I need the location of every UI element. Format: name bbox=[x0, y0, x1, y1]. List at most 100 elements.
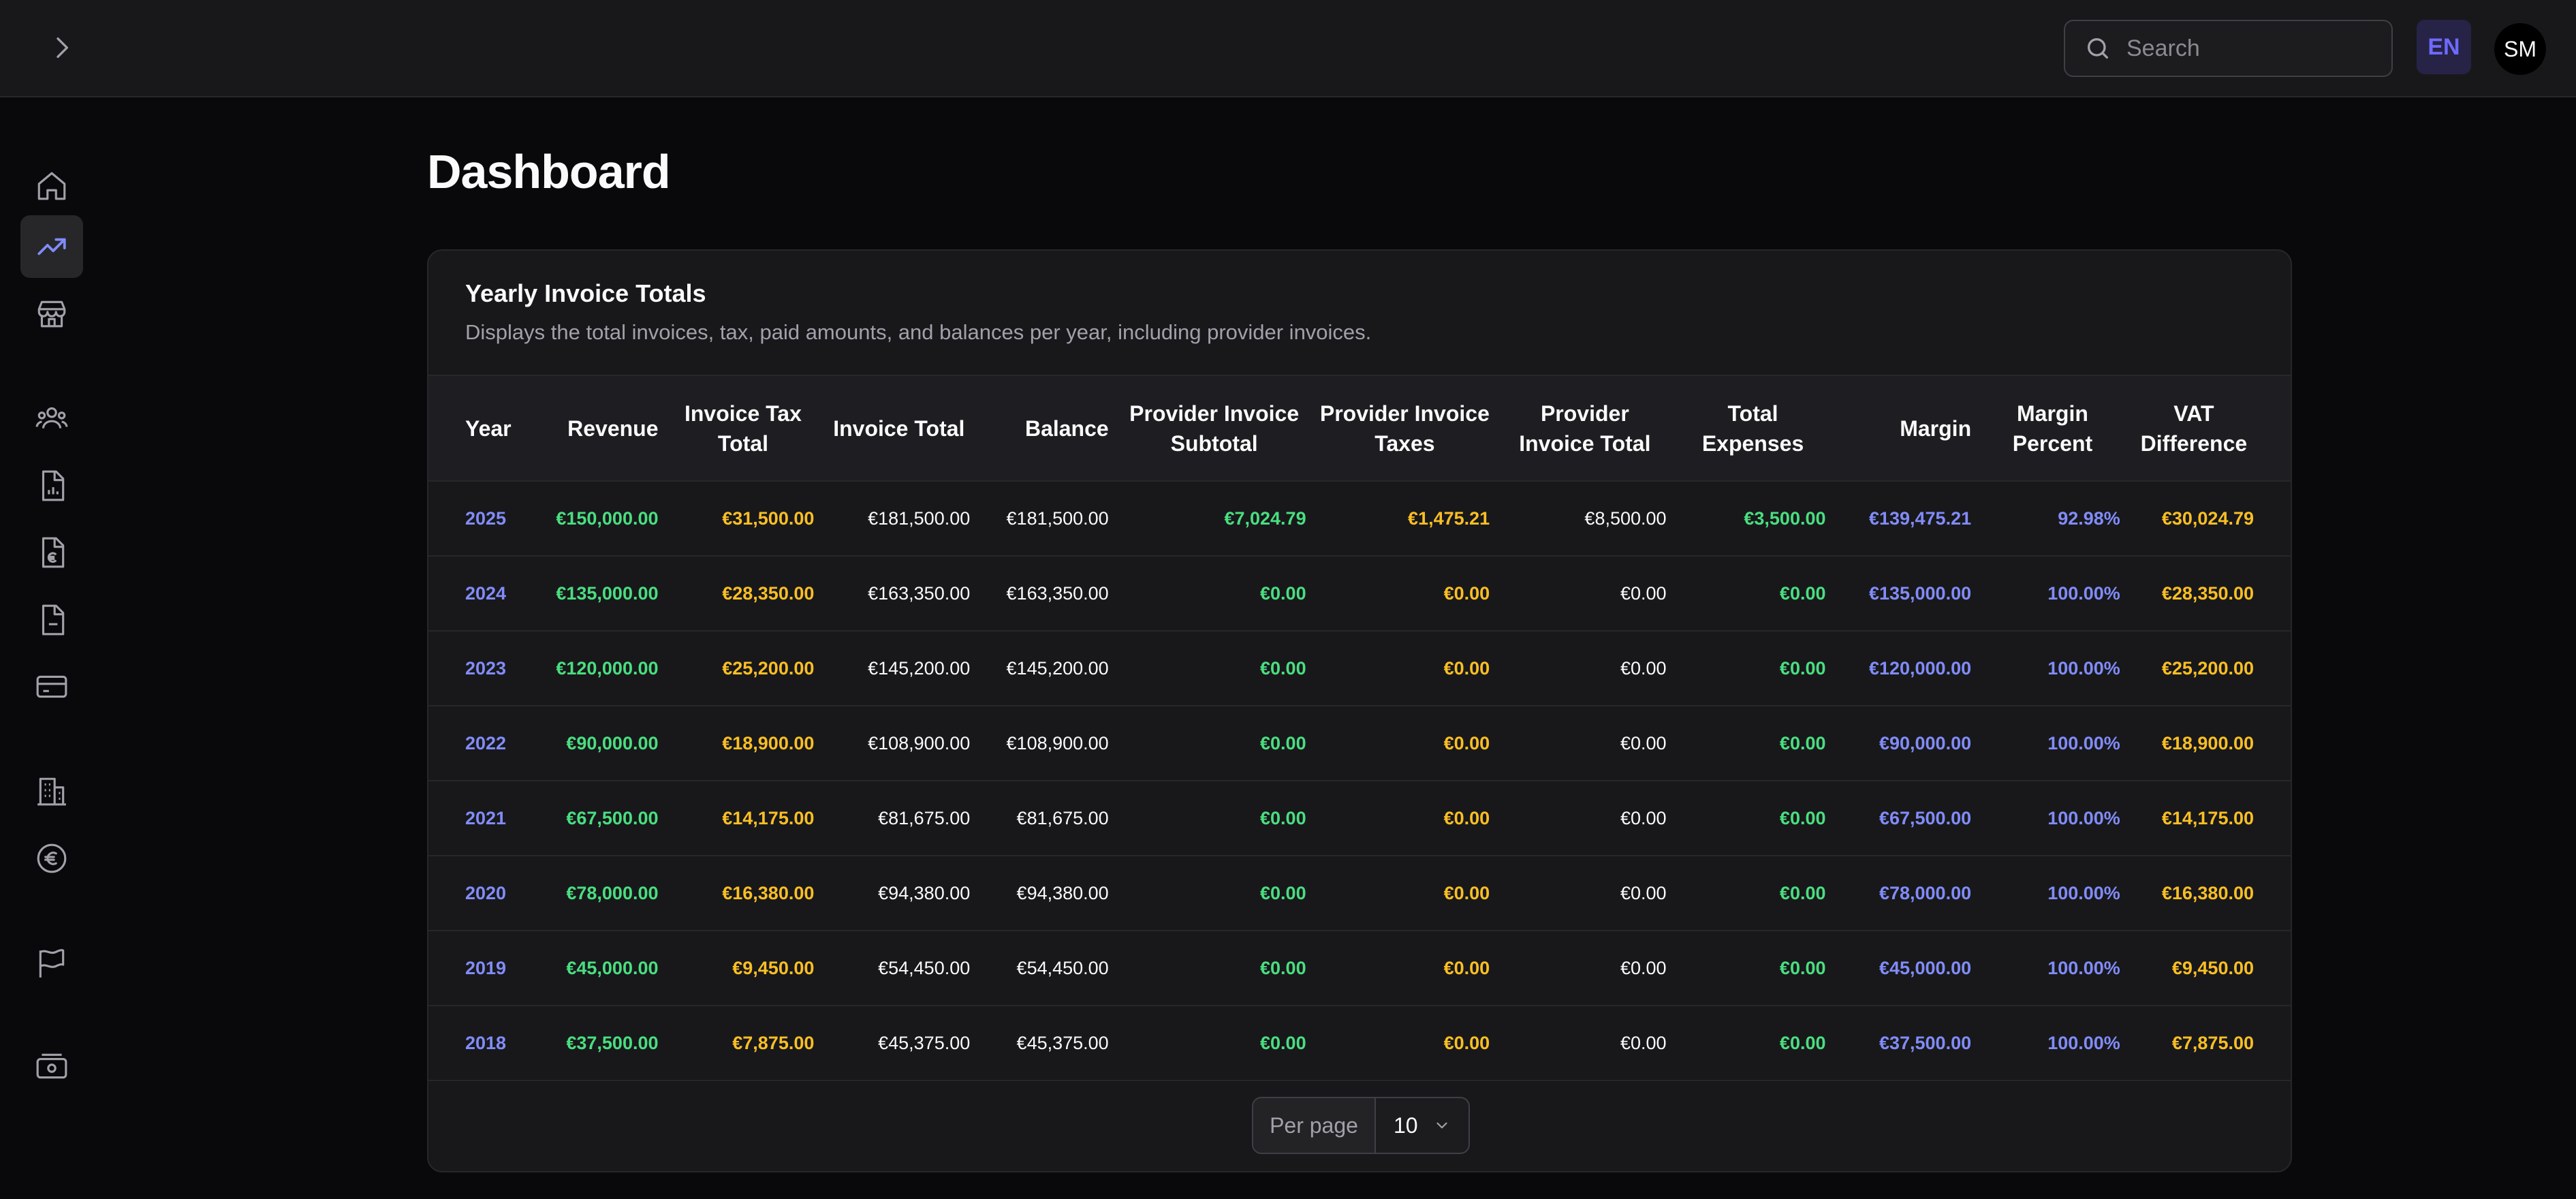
cell-margin: €90,000.00 bbox=[1832, 706, 1979, 781]
language-button[interactable]: EN bbox=[2417, 20, 2471, 74]
flag-icon bbox=[39, 949, 65, 978]
cell-invoice-tax-total: €18,900.00 bbox=[665, 706, 821, 781]
cell-margin: €135,000.00 bbox=[1832, 556, 1979, 632]
yearly-totals-table: Year Revenue Invoice Tax Total Invoice Tota… bbox=[428, 375, 2291, 1081]
card-description: Displays the total invoices, tax, paid a… bbox=[465, 320, 1372, 344]
sidebar-item-finance[interactable] bbox=[20, 827, 83, 890]
cell-balance: €145,200.00 bbox=[977, 631, 1116, 706]
cell-provider-invoice-subtotal: €0.00 bbox=[1115, 1006, 1313, 1081]
cell-invoice-total: €181,500.00 bbox=[821, 481, 977, 557]
cell-invoice-tax-total: €31,500.00 bbox=[665, 481, 821, 557]
per-page-select[interactable]: 10 bbox=[1376, 1098, 1468, 1153]
store-icon bbox=[37, 300, 66, 328]
cell-margin-percent: 100.00% bbox=[1978, 556, 2127, 632]
sidebar-item-store[interactable] bbox=[20, 282, 83, 345]
cell-vat-difference: €9,450.00 bbox=[2126, 931, 2291, 1006]
expand-sidebar-button[interactable] bbox=[41, 27, 82, 68]
cell-total-expenses: €0.00 bbox=[1673, 781, 1833, 856]
column-header-provider-invoice-subtotal: Provider Invoice Subtotal bbox=[1115, 375, 1313, 482]
search-input[interactable] bbox=[2125, 34, 2370, 63]
table-row[interactable]: 2020 €78,000.00 €16,380.00 €94,380.00 €94,38… bbox=[428, 856, 2291, 931]
file-chart-icon bbox=[42, 470, 65, 501]
cell-invoice-total: €163,350.00 bbox=[821, 556, 977, 632]
cell-invoice-total: €94,380.00 bbox=[821, 856, 977, 931]
cell-revenue: €150,000.00 bbox=[519, 481, 665, 557]
cell-provider-invoice-total: €0.00 bbox=[1496, 781, 1674, 856]
cell-revenue: €135,000.00 bbox=[519, 556, 665, 632]
sidebar-item-reports[interactable] bbox=[20, 454, 83, 517]
cell-total-expenses: €0.00 bbox=[1673, 856, 1833, 931]
cell-invoice-tax-total: €14,175.00 bbox=[665, 781, 821, 856]
sidebar-item-cash[interactable] bbox=[20, 1036, 83, 1099]
cell-balance: €181,500.00 bbox=[977, 481, 1116, 557]
table-row[interactable]: 2025 €150,000.00 €31,500.00 €181,500.00 €181… bbox=[428, 481, 2291, 557]
cell-provider-invoice-taxes: €0.00 bbox=[1313, 856, 1497, 931]
card-title: Yearly Invoice Totals bbox=[465, 279, 706, 307]
column-header-year: Year bbox=[428, 375, 520, 482]
column-header-margin: Margin bbox=[1832, 375, 1979, 482]
cell-year: 2024 bbox=[428, 556, 520, 632]
cell-provider-invoice-taxes: €0.00 bbox=[1313, 931, 1497, 1006]
table-row[interactable]: 2022 €90,000.00 €18,900.00 €108,900.00 €108,… bbox=[428, 706, 2291, 781]
table-row[interactable]: 2019 €45,000.00 €9,450.00 €54,450.00 €54,450… bbox=[428, 931, 2291, 1006]
cell-margin-percent: 92.98% bbox=[1978, 481, 2127, 557]
cell-provider-invoice-subtotal: €0.00 bbox=[1115, 931, 1313, 1006]
cell-provider-invoice-total: €0.00 bbox=[1496, 931, 1674, 1006]
search-icon bbox=[2088, 38, 2108, 59]
cell-total-expenses: €0.00 bbox=[1673, 631, 1833, 706]
column-header-provider-invoice-taxes: Provider Invoice Taxes bbox=[1313, 375, 1497, 482]
cell-margin-percent: 100.00% bbox=[1978, 856, 2127, 931]
sidebar-item-invoices[interactable] bbox=[20, 521, 83, 584]
cell-provider-invoice-taxes: €0.00 bbox=[1313, 706, 1497, 781]
cell-margin: €67,500.00 bbox=[1832, 781, 1979, 856]
banknote-icon bbox=[36, 1053, 67, 1079]
cell-total-expenses: €0.00 bbox=[1673, 931, 1833, 1006]
cell-vat-difference: €7,875.00 bbox=[2126, 1006, 2291, 1081]
table-row[interactable]: 2021 €67,500.00 €14,175.00 €81,675.00 €81,67… bbox=[428, 781, 2291, 856]
header-row: Year Revenue Invoice Tax Total Invoice Tota… bbox=[428, 375, 2291, 482]
cell-margin-percent: 100.00% bbox=[1978, 706, 2127, 781]
cell-provider-invoice-total: €0.00 bbox=[1496, 706, 1674, 781]
sidebar-item-analytics[interactable] bbox=[20, 215, 83, 278]
search-box[interactable] bbox=[2064, 20, 2393, 77]
sidebar-item-clients[interactable] bbox=[20, 387, 83, 450]
cell-balance: €163,350.00 bbox=[977, 556, 1116, 632]
cell-invoice-tax-total: €25,200.00 bbox=[665, 631, 821, 706]
column-header-invoice-tax-total: Invoice Tax Total bbox=[665, 375, 821, 482]
cell-vat-difference: €28,350.00 bbox=[2126, 556, 2291, 632]
sidebar-item-reports-flag[interactable] bbox=[20, 932, 83, 995]
chevron-right-icon bbox=[57, 37, 69, 59]
cell-year: 2020 bbox=[428, 856, 520, 931]
file-minus-icon bbox=[42, 604, 65, 636]
file-euro-icon bbox=[42, 537, 65, 568]
sidebar-item-home[interactable] bbox=[20, 155, 83, 217]
cell-provider-invoice-total: €0.00 bbox=[1496, 856, 1674, 931]
table-row[interactable]: 2024 €135,000.00 €28,350.00 €163,350.00 €163… bbox=[428, 556, 2291, 632]
sidebar-item-companies[interactable] bbox=[20, 760, 83, 823]
cell-provider-invoice-total: €8,500.00 bbox=[1496, 481, 1674, 557]
cell-invoice-total: €45,375.00 bbox=[821, 1006, 977, 1081]
page-title: Dashboard bbox=[427, 145, 671, 198]
cell-vat-difference: €25,200.00 bbox=[2126, 631, 2291, 706]
per-page-label: Per page bbox=[1253, 1098, 1376, 1153]
cell-provider-invoice-subtotal: €0.00 bbox=[1115, 706, 1313, 781]
table-row[interactable]: 2018 €37,500.00 €7,875.00 €45,375.00 €45,375… bbox=[428, 1006, 2291, 1081]
cell-margin-percent: 100.00% bbox=[1978, 631, 2127, 706]
cell-vat-difference: €14,175.00 bbox=[2126, 781, 2291, 856]
yearly-invoice-totals-card: Yearly Invoice Totals Displays the total… bbox=[427, 249, 2292, 1172]
cell-invoice-tax-total: €28,350.00 bbox=[665, 556, 821, 632]
user-avatar[interactable]: SM bbox=[2494, 23, 2546, 75]
cell-balance: €108,900.00 bbox=[977, 706, 1116, 781]
column-header-margin-percent: Margin Percent bbox=[1978, 375, 2127, 482]
cell-margin: €78,000.00 bbox=[1832, 856, 1979, 931]
sidebar-item-credit-notes[interactable] bbox=[20, 589, 83, 651]
cell-margin-percent: 100.00% bbox=[1978, 1006, 2127, 1081]
building-icon bbox=[37, 777, 66, 806]
sidebar-item-payments[interactable] bbox=[20, 655, 83, 718]
table-row[interactable]: 2023 €120,000.00 €25,200.00 €145,200.00 €145… bbox=[428, 631, 2291, 706]
cell-invoice-tax-total: €16,380.00 bbox=[665, 856, 821, 931]
cell-revenue: €67,500.00 bbox=[519, 781, 665, 856]
cell-balance: €54,450.00 bbox=[977, 931, 1116, 1006]
sidebar bbox=[0, 97, 102, 1199]
column-header-balance: Balance bbox=[977, 375, 1116, 482]
